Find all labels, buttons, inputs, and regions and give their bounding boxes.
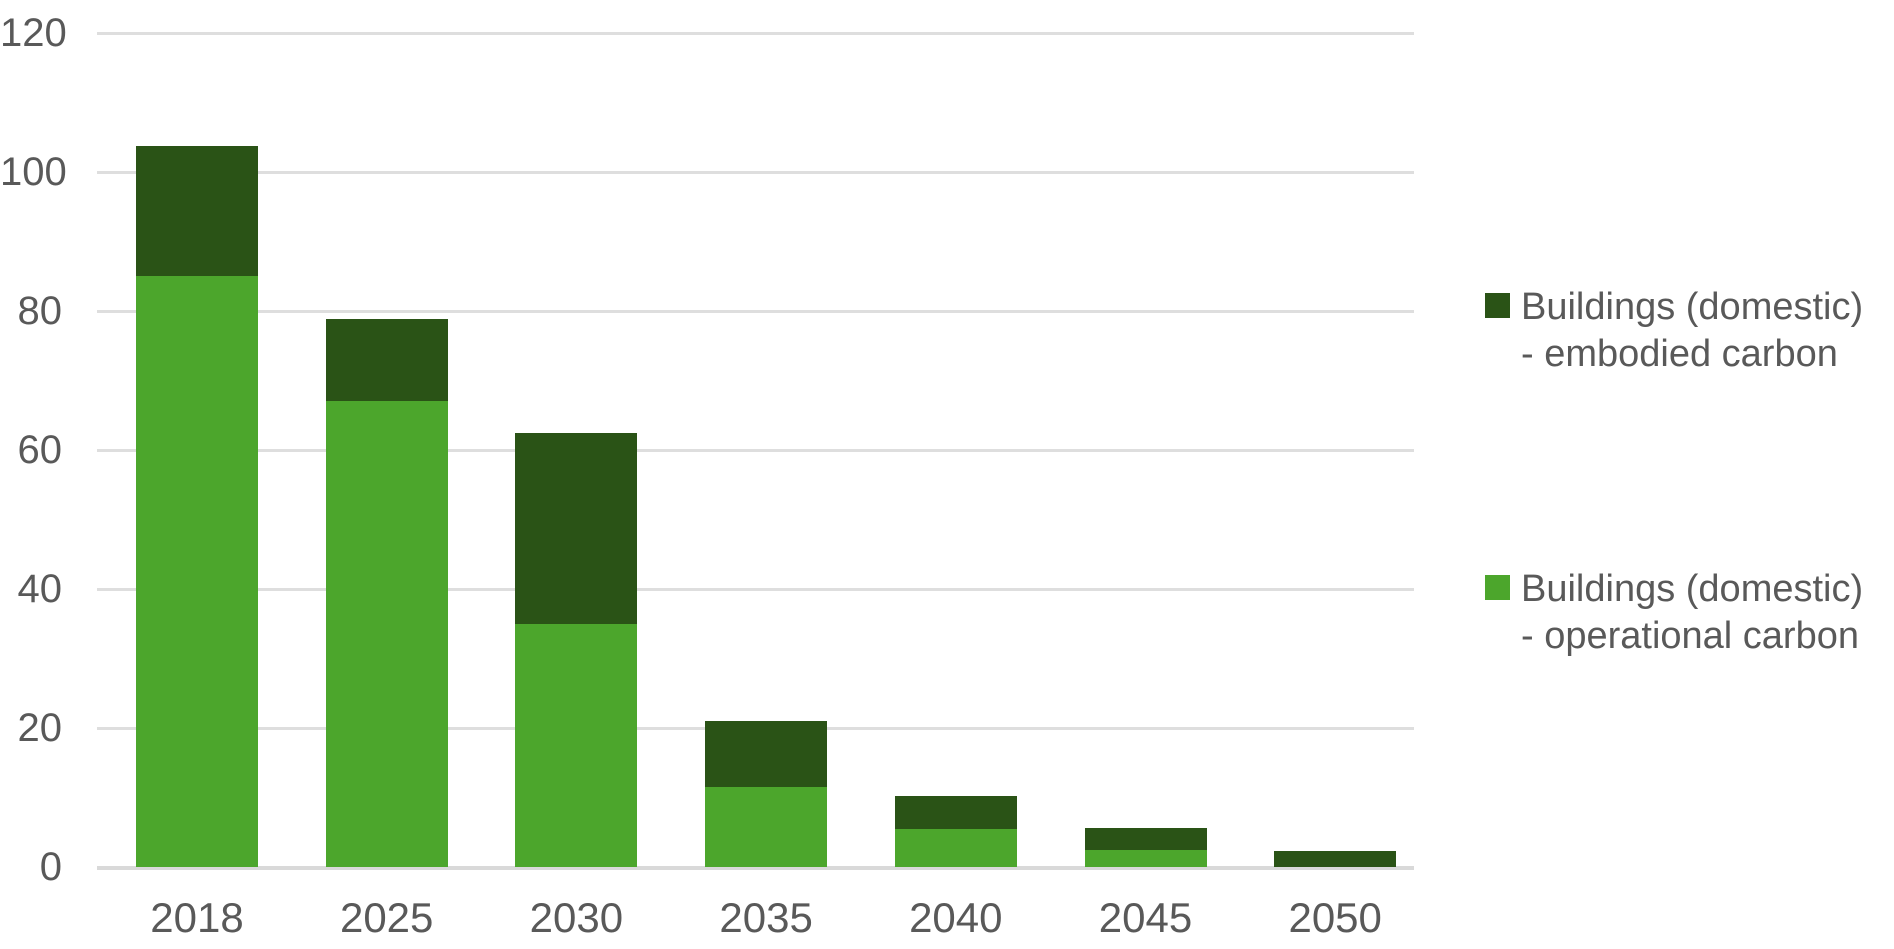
legend-swatch-embodied-icon — [1485, 293, 1510, 318]
segment-embodied-2025 — [325, 319, 448, 402]
y-axis-tick-label: 60 — [17, 428, 63, 472]
x-axis-tick-label: 2030 — [529, 894, 624, 941]
x-axis-tick-label: 2035 — [719, 894, 813, 941]
gridline — [97, 31, 1414, 35]
legend-label-embodied: Buildings (domestic) - embodied carbon — [1521, 286, 1864, 375]
segment-embodied-2030 — [515, 433, 638, 624]
segment-embodied-2035 — [705, 721, 828, 788]
bar-2050 — [1274, 851, 1397, 867]
bar-2030 — [515, 433, 638, 867]
legend-item-operational-carbon: Buildings (domestic) - operational carbo… — [1485, 566, 1873, 660]
segment-embodied-2050 — [1274, 851, 1397, 867]
gridline — [97, 309, 1414, 313]
segment-operational-2045 — [1084, 849, 1207, 867]
segment-embodied-2040 — [894, 796, 1017, 829]
x-axis-tick-label: 2040 — [909, 894, 1003, 941]
gridline — [97, 448, 1414, 452]
legend-swatch-operational-icon — [1485, 575, 1510, 600]
x-axis-tick-label: 2045 — [1098, 894, 1193, 941]
y-axis-tick-label: 20 — [17, 706, 63, 750]
bar-2018 — [136, 146, 258, 867]
segment-embodied-2018 — [136, 146, 258, 277]
bar-2045 — [1084, 828, 1207, 867]
gridline — [97, 587, 1414, 591]
x-axis-tick-label: 2018 — [150, 894, 244, 941]
y-axis-tick-label: 100 — [0, 150, 67, 194]
segment-operational-2035 — [705, 787, 828, 867]
bar-2040 — [894, 796, 1017, 867]
bar-2025 — [325, 319, 448, 867]
legend-item-embodied-carbon: Buildings (domestic) - embodied carbon — [1485, 284, 1873, 378]
x-axis-line — [97, 865, 1414, 870]
segment-operational-2018 — [136, 276, 258, 867]
x-axis-tick-label: 2025 — [339, 894, 434, 941]
y-axis-tick-label: 0 — [39, 845, 62, 889]
segment-operational-2025 — [325, 401, 448, 867]
legend-label-operational: Buildings (domestic) - operational carbo… — [1521, 568, 1864, 657]
segment-operational-2040 — [894, 828, 1017, 867]
segment-embodied-2045 — [1084, 828, 1207, 850]
y-axis-tick-label: 40 — [17, 567, 63, 611]
segment-operational-2030 — [515, 623, 638, 867]
x-axis-tick-label: 2050 — [1288, 894, 1382, 941]
y-axis-tick-label: 80 — [17, 289, 63, 333]
gridline — [97, 170, 1414, 174]
bar-2035 — [705, 721, 828, 867]
y-axis-tick-label: 120 — [0, 11, 67, 55]
